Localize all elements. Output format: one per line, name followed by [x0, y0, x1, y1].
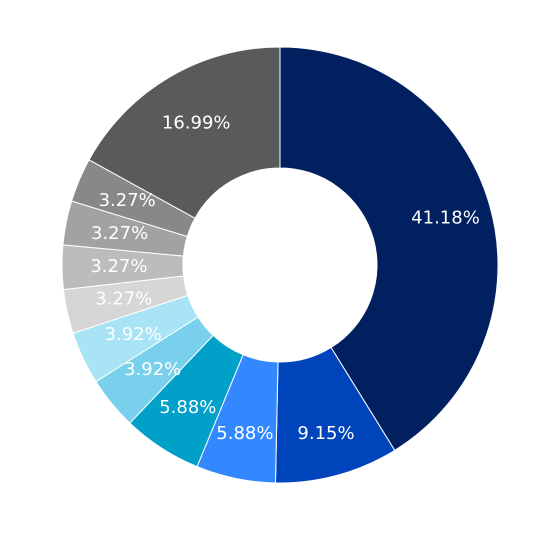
slice-label-5: 3.92%	[124, 359, 181, 380]
slice-label-4: 5.88%	[159, 397, 216, 418]
donut-slices	[61, 46, 499, 484]
slice-label-11: 16.99%	[162, 113, 231, 134]
slice-label-10: 3.27%	[99, 190, 156, 211]
slice-label-2: 9.15%	[297, 423, 354, 444]
slice-label-3: 5.88%	[216, 423, 273, 444]
slice-label-7: 3.27%	[95, 289, 152, 310]
slice-label-8: 3.27%	[90, 256, 147, 277]
donut-labels: 41.18% 9.15% 5.88%5.88% 3.92% 3.92% 3.27% 3.27…	[90, 113, 480, 444]
donut-slice-11	[88, 46, 281, 219]
donut-slice-1	[279, 46, 499, 452]
slice-label-6: 3.92%	[105, 324, 162, 345]
slice-label-1: 41.18%	[411, 207, 480, 228]
slice-label-9: 3.27%	[91, 223, 148, 244]
